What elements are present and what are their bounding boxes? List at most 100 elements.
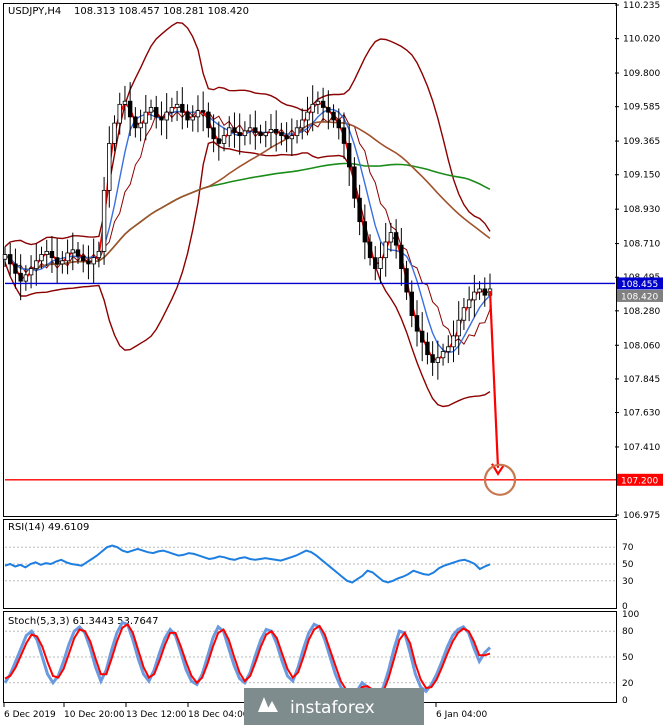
candle-body xyxy=(154,107,159,118)
x-tick-label: 18 Dec 04:00 xyxy=(188,710,249,720)
stoch-level-label: 80 xyxy=(622,627,634,637)
candle-body xyxy=(399,244,404,270)
candle-body xyxy=(216,138,222,144)
main-price-panel: USDJPY,H4 108.313 108.457 108.281 108.42… xyxy=(2,1,663,521)
candle-body xyxy=(237,132,242,137)
candle-body xyxy=(117,103,122,124)
candle-body xyxy=(13,263,18,274)
candle-body xyxy=(253,127,258,133)
rsi-level-label: 0 xyxy=(622,602,628,612)
candle-body xyxy=(362,221,368,243)
candle-body xyxy=(446,346,451,352)
main-y-tick-label: 109.585 xyxy=(623,103,660,113)
candle-body xyxy=(23,274,29,282)
candle-body xyxy=(185,111,190,121)
candle-body xyxy=(378,257,383,270)
candle-body xyxy=(409,291,414,316)
candle-body xyxy=(122,100,128,105)
stoch-signal-line xyxy=(4,622,491,696)
candle-body xyxy=(8,254,13,265)
candle-body xyxy=(91,257,96,265)
candle-body xyxy=(341,127,347,144)
forecast-annotation xyxy=(483,290,517,496)
bollinger-upper-line xyxy=(4,21,491,248)
candle-body xyxy=(414,315,420,332)
forecast-arrow-line xyxy=(488,290,500,468)
candle-body xyxy=(336,119,341,129)
main-panel-frame xyxy=(3,3,617,517)
candle-body xyxy=(388,232,394,243)
candle-body xyxy=(39,254,44,262)
candle-body xyxy=(34,260,39,270)
candle-body xyxy=(44,250,49,255)
candle-body xyxy=(75,249,81,257)
candle-body xyxy=(159,116,164,121)
candle-body xyxy=(60,260,65,265)
candle-body xyxy=(206,111,211,129)
candle-body xyxy=(211,127,216,140)
candle-body xyxy=(101,189,107,252)
candle-body xyxy=(315,100,321,105)
candle-body xyxy=(440,351,446,359)
candle-body xyxy=(195,110,201,118)
main-y-tick-label: 110.235 xyxy=(623,1,660,11)
candle-body xyxy=(263,132,268,137)
candle-body xyxy=(227,127,232,137)
candle-body xyxy=(180,103,185,113)
rsi-panel-frame xyxy=(3,519,617,609)
candle-body xyxy=(346,143,352,168)
candle-body xyxy=(96,250,102,259)
candle-body xyxy=(352,166,357,199)
price-candles xyxy=(2,82,493,380)
x-tick-label: 6 Dec 2019 xyxy=(4,710,56,720)
ma-blue-line xyxy=(4,108,491,354)
candle-body xyxy=(174,103,180,108)
rsi-panel: RSI(14) 49.6109 70 50 30 0 xyxy=(3,519,634,612)
stoch-label: Stoch(5,3,3) 61.3443 53.7647 xyxy=(8,616,159,627)
candle-body xyxy=(284,135,289,140)
candle-body xyxy=(357,197,362,223)
main-y-tick-label: 109.150 xyxy=(623,171,660,181)
watermark: instaforex xyxy=(244,688,424,725)
candle-body xyxy=(127,100,133,118)
rsi-line xyxy=(4,544,491,584)
x-tick-label: 13 Dec 12:00 xyxy=(126,710,187,720)
candle-body xyxy=(107,143,112,191)
moving-averages xyxy=(4,101,491,362)
candle-body xyxy=(451,335,456,348)
candle-body xyxy=(200,110,206,113)
candle-body xyxy=(169,107,175,113)
candle-body xyxy=(425,341,430,356)
main-y-tick-label: 109.365 xyxy=(623,137,660,147)
main-y-tick-label: 108.710 xyxy=(623,240,660,250)
stoch-level-label: 50 xyxy=(622,653,634,663)
bollinger-lower-line xyxy=(4,141,491,408)
candle-body xyxy=(373,257,378,270)
candle-body xyxy=(70,249,75,254)
candle-body xyxy=(472,291,477,301)
level-price-tag xyxy=(617,277,663,290)
candle-body xyxy=(482,288,487,296)
candle-body xyxy=(289,135,295,140)
stoch-level-label: 100 xyxy=(622,610,639,620)
candle-body xyxy=(466,299,472,309)
candle-body xyxy=(258,132,263,137)
candle-body xyxy=(456,319,461,337)
candle-body xyxy=(2,254,8,260)
chart-ohlc: 108.313 108.457 108.281 108.420 xyxy=(74,6,249,17)
candle-body xyxy=(18,272,23,282)
candle-body xyxy=(310,103,315,113)
candle-body xyxy=(143,111,149,124)
candle-body xyxy=(367,241,373,259)
rsi-level-label: 70 xyxy=(622,543,634,553)
watermark-logo-icon xyxy=(258,697,278,712)
main-y-tick-label: 106.975 xyxy=(623,511,660,521)
candle-body xyxy=(294,127,300,137)
chart-symbol: USDJPY,H4 xyxy=(8,6,61,17)
horizontal-levels: 108.455 108.420 107.200 xyxy=(5,277,663,486)
level-price-label: 108.420 xyxy=(621,292,658,302)
candle-body xyxy=(326,107,331,113)
rsi-level-label: 30 xyxy=(622,577,634,587)
watermark-text: instaforex xyxy=(290,698,375,718)
